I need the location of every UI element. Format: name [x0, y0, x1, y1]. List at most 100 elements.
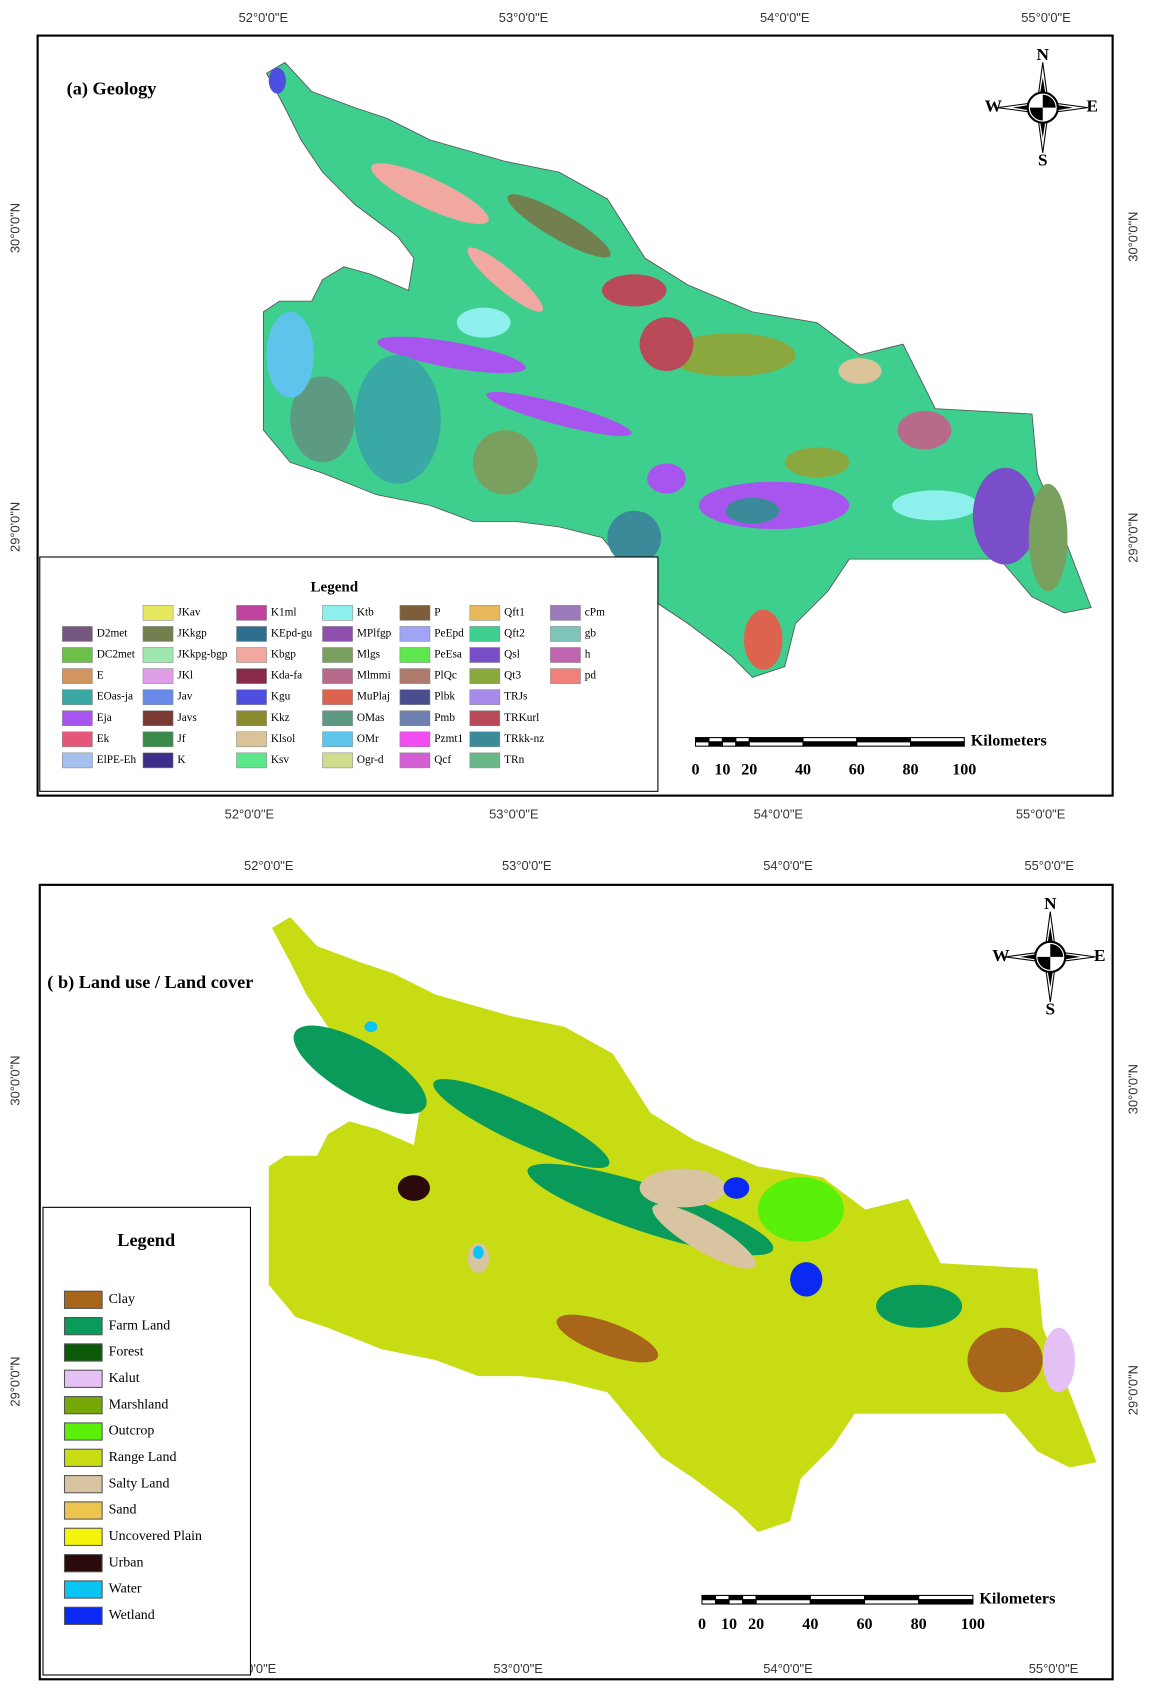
legend-label: TRkk-nz [504, 733, 544, 745]
legend-swatch [469, 668, 501, 684]
lat-label: 29°0'0"N [1126, 513, 1141, 563]
legend-label: JKkpg-bgp [177, 649, 227, 661]
legend-swatch [63, 1422, 103, 1441]
legend-swatch [322, 668, 353, 684]
scale-segment [694, 737, 710, 743]
legend-label: Qsl [504, 649, 520, 661]
landuse-map [268, 917, 1097, 1532]
legend-swatch [236, 668, 267, 684]
legend-label: h [585, 649, 591, 661]
legend-label: Qft2 [504, 628, 525, 640]
lat-label: 30°0'0"N [8, 203, 23, 253]
scale-segment [802, 737, 858, 743]
legend-label: K [177, 754, 186, 766]
legend-label: Kkz [271, 712, 290, 724]
compass-letter: E [1086, 97, 1097, 116]
legend-label: Plbk [434, 691, 455, 703]
legend-swatch [469, 605, 501, 621]
legend-swatch [63, 1501, 103, 1520]
legend-swatch [142, 752, 174, 769]
legend-swatch [469, 752, 501, 769]
legend-label: DC2met [97, 649, 136, 661]
scale-label: 40 [802, 1616, 818, 1633]
legend-label: Outcrop [109, 1424, 155, 1439]
legend-swatch [399, 752, 431, 769]
scale-segment [694, 741, 710, 747]
legend-swatch [236, 752, 267, 769]
scale-segment [748, 741, 804, 747]
compass: N S E W [992, 894, 1105, 1018]
scale-segment [701, 1599, 717, 1605]
lon-label: 55°0'0"E [1021, 10, 1071, 25]
scale-segment [721, 741, 737, 747]
legend-label: P [434, 606, 440, 618]
compass-letter: N [1044, 894, 1057, 913]
legend-swatch [236, 605, 267, 621]
scale-label: 0 [691, 762, 699, 779]
legend-box [42, 1206, 252, 1676]
legend-title: Legend [310, 580, 358, 596]
legend-swatch [236, 647, 267, 663]
scale-label: 10 [714, 762, 730, 779]
compass-letter: S [1045, 1000, 1055, 1019]
legend-swatch [62, 710, 93, 727]
legend-label: Marshland [109, 1397, 169, 1412]
annotations: (a) Geology 52°0'0"E 52°0'0"E 53°0'0"E 53°0'… [8, 10, 1141, 1676]
lon-label: 53°0'0"E [493, 1661, 543, 1676]
scale-segment [909, 741, 965, 747]
scale-label: 20 [741, 762, 757, 779]
legend-swatch [399, 647, 431, 663]
scale-label: 100 [952, 762, 976, 779]
legend-label: D2met [97, 628, 129, 640]
scale-segment [728, 1599, 744, 1605]
scale-label: 10 [721, 1616, 737, 1633]
legend-label: Ktb [357, 606, 374, 618]
legend-swatch [142, 689, 174, 705]
legend-label: Clay [109, 1292, 135, 1307]
legend-swatch [142, 626, 174, 642]
legend-label: Ek [97, 733, 110, 745]
legend-swatch [63, 1396, 103, 1415]
legend-swatch [399, 731, 431, 748]
compass-letter: N [1037, 45, 1050, 64]
lon-label: 55°0'0"E [1024, 858, 1074, 873]
legend-label: Eja [97, 712, 112, 724]
scale-segment [755, 1594, 811, 1601]
legend-label: Urban [109, 1555, 144, 1570]
compass: N S E W [985, 45, 1098, 169]
legend-label: Pzmt1 [434, 733, 463, 745]
legend-label: KEpd-gu [271, 628, 313, 640]
legend-label: JKav [177, 606, 201, 618]
scale-segment [735, 737, 750, 743]
scale-segment [708, 741, 723, 747]
legend-label: Klsol [271, 733, 295, 745]
legend-label: Sand [109, 1503, 137, 1518]
lon-label: 54°0'0"E [760, 10, 810, 25]
legend-label: pd [585, 670, 597, 682]
legend-swatch [399, 710, 431, 727]
legend-swatch [469, 689, 501, 705]
legend-swatch [469, 647, 501, 663]
lon-label: 52°0'0"E [239, 10, 289, 25]
compass-letter: W [992, 946, 1009, 965]
scale-segment [701, 1594, 717, 1601]
legend-label: Wetland [109, 1608, 155, 1623]
legend-label: Farm Land [109, 1318, 171, 1333]
lon-label: 53°0'0"E [489, 806, 539, 821]
legend-label: Qft1 [504, 606, 525, 618]
scale-unit: Kilometers [971, 733, 1047, 750]
legend-label: Range Land [109, 1450, 177, 1465]
legend-label: Water [109, 1582, 142, 1597]
legend-label: Pmb [434, 712, 455, 724]
legend-swatch [322, 710, 353, 727]
legend-title: Legend [117, 1230, 175, 1250]
legend-swatch [399, 605, 431, 621]
legend-swatch [63, 1290, 103, 1309]
map-title: (a) Geology [67, 79, 157, 100]
legend-swatch [469, 626, 501, 642]
legend-swatch [63, 1527, 103, 1546]
legend-swatch [62, 689, 93, 705]
legend-label: ElPE-Eh [97, 754, 137, 766]
legend-label: Kbgp [271, 649, 296, 661]
legend-label: Salty Land [109, 1476, 170, 1491]
